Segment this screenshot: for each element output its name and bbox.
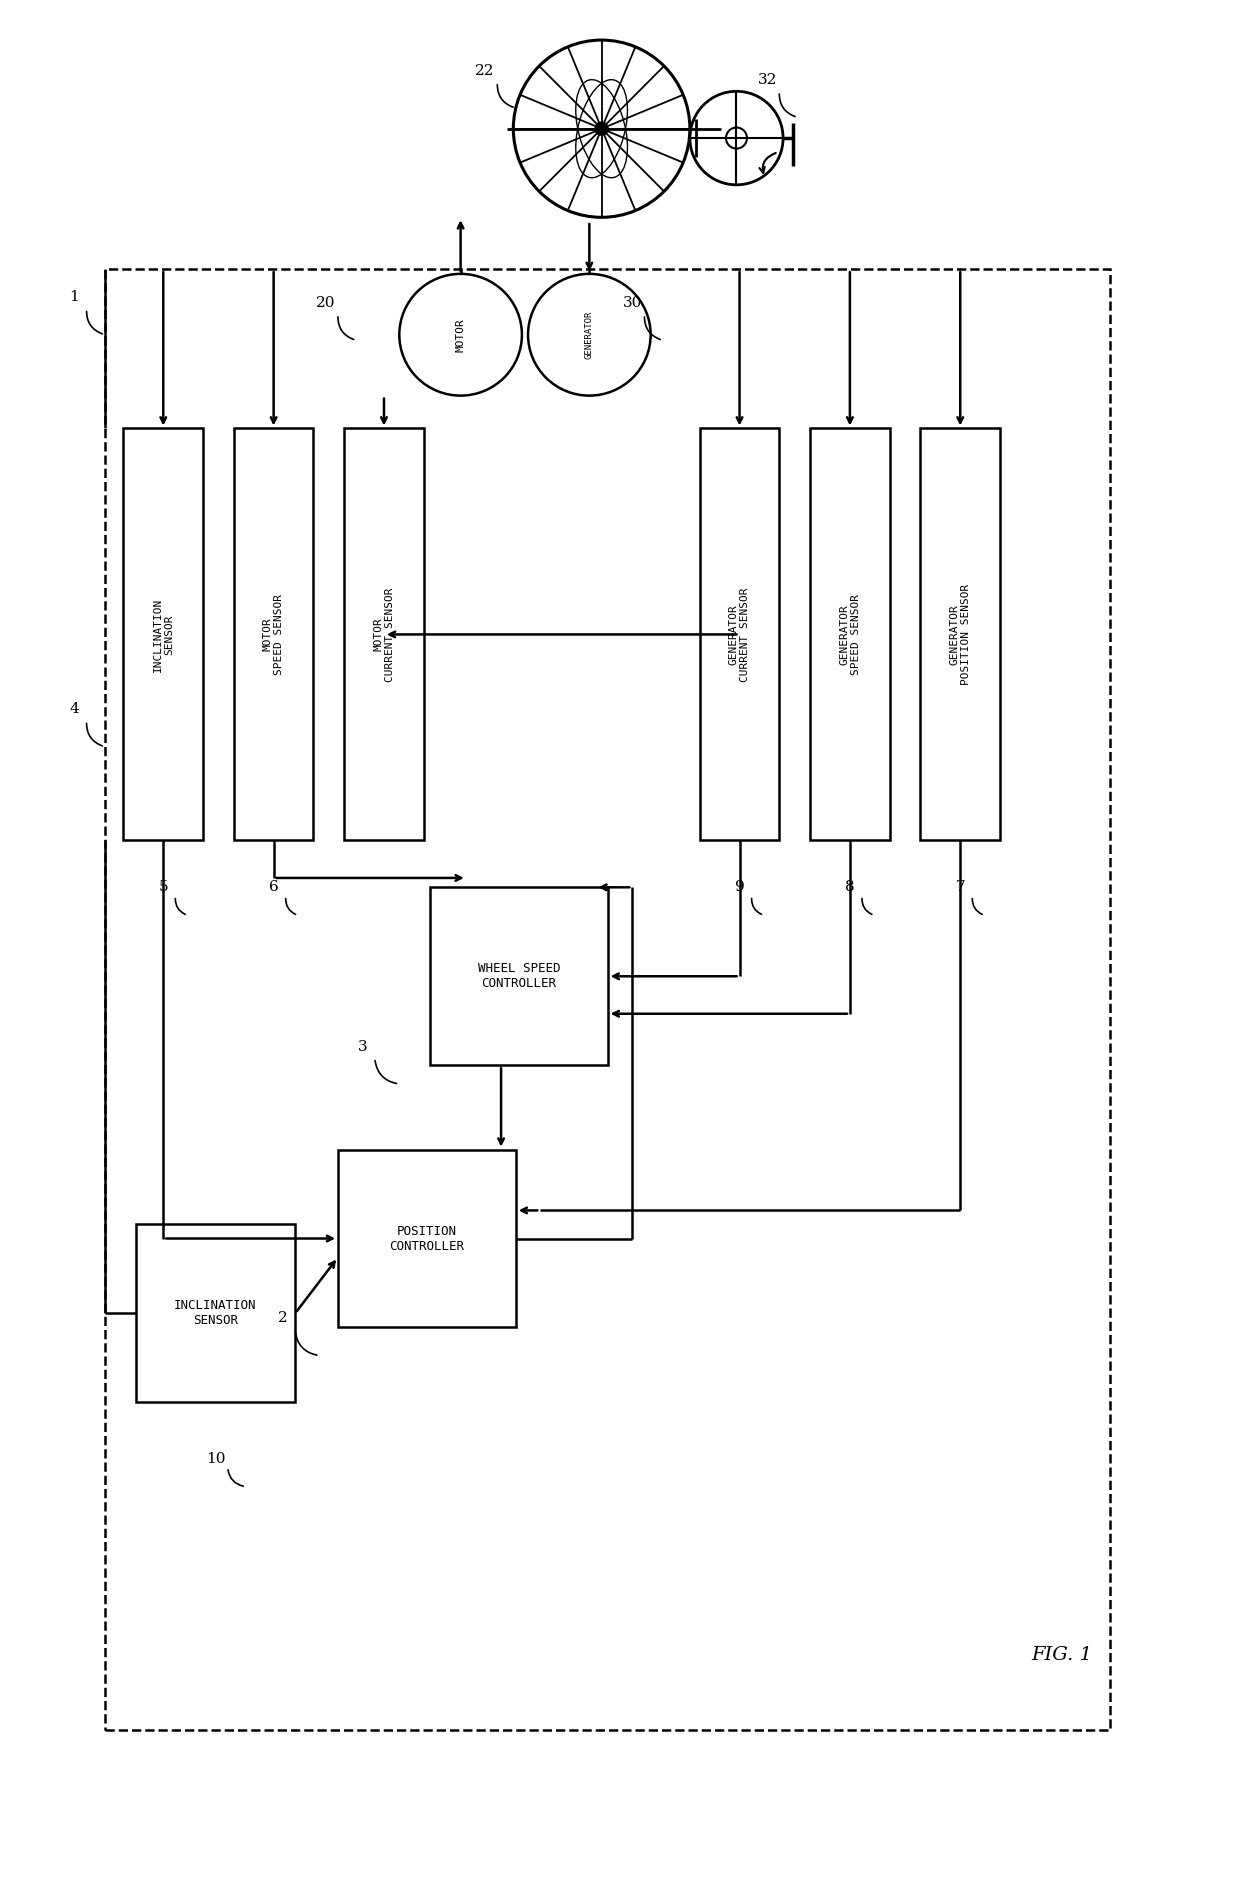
Text: GENERATOR
POSITION SENSOR: GENERATOR POSITION SENSOR [950, 583, 971, 685]
Bar [124, 428, 203, 840]
Text: POSITION
CONTROLLER: POSITION CONTROLLER [389, 1225, 465, 1253]
Bar [920, 428, 1001, 840]
Text: 32: 32 [758, 74, 776, 87]
Text: GENERATOR: GENERATOR [585, 311, 594, 359]
FancyArrowPatch shape [645, 317, 660, 340]
Bar [135, 1225, 295, 1402]
Text: FIG. 1: FIG. 1 [1030, 1645, 1092, 1664]
Text: 6: 6 [269, 881, 279, 894]
FancyArrowPatch shape [339, 317, 353, 340]
Text: 10: 10 [206, 1451, 226, 1466]
Text: MOTOR
SPEED SENSOR: MOTOR SPEED SENSOR [263, 594, 284, 676]
Text: WHEEL SPEED
CONTROLLER: WHEEL SPEED CONTROLLER [477, 962, 560, 991]
Text: MOTOR: MOTOR [455, 317, 465, 351]
Text: 20: 20 [316, 296, 336, 309]
FancyArrowPatch shape [285, 898, 295, 915]
Text: 30: 30 [622, 296, 642, 309]
FancyArrowPatch shape [862, 898, 872, 915]
FancyArrowPatch shape [779, 94, 795, 117]
FancyArrowPatch shape [374, 1060, 397, 1083]
Text: 2: 2 [278, 1311, 288, 1325]
FancyArrowPatch shape [87, 723, 103, 745]
Bar [105, 270, 1111, 1730]
Bar [430, 887, 608, 1066]
Bar [234, 428, 314, 840]
Text: 22: 22 [475, 64, 495, 77]
FancyArrowPatch shape [497, 85, 513, 108]
Text: GENERATOR
CURRENT SENSOR: GENERATOR CURRENT SENSOR [729, 587, 750, 681]
Bar [699, 428, 780, 840]
FancyArrowPatch shape [972, 898, 982, 915]
Bar [810, 428, 890, 840]
FancyArrowPatch shape [228, 1470, 243, 1487]
Text: INCLINATION
SENSOR: INCLINATION SENSOR [153, 598, 174, 672]
FancyArrowPatch shape [87, 311, 103, 334]
Text: 8: 8 [846, 881, 854, 894]
Text: 5: 5 [159, 881, 169, 894]
Text: 9: 9 [734, 881, 744, 894]
Text: MOTOR
CURRENT SENSOR: MOTOR CURRENT SENSOR [373, 587, 394, 681]
Text: 3: 3 [357, 1040, 367, 1053]
Text: GENERATOR
SPEED SENSOR: GENERATOR SPEED SENSOR [839, 594, 861, 676]
Text: 4: 4 [69, 702, 79, 717]
FancyArrowPatch shape [295, 1332, 317, 1355]
Bar [339, 1149, 516, 1327]
FancyArrowPatch shape [175, 898, 185, 915]
Ellipse shape [595, 123, 608, 134]
Bar [345, 428, 424, 840]
Text: 7: 7 [956, 881, 965, 894]
FancyArrowPatch shape [751, 898, 761, 915]
Text: 1: 1 [69, 291, 79, 304]
Text: INCLINATION
SENSOR: INCLINATION SENSOR [174, 1300, 257, 1327]
